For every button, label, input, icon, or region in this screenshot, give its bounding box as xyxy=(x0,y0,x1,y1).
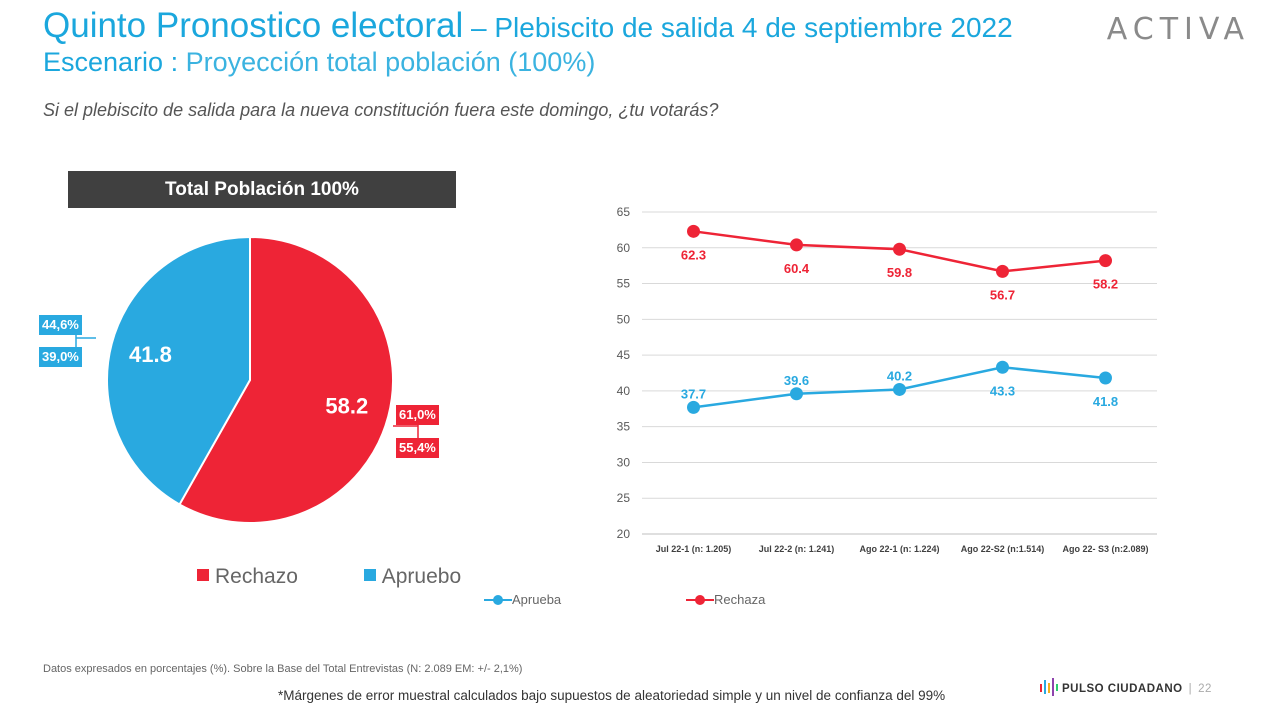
legend-label-rechaza: Rechaza xyxy=(714,592,766,607)
y-tick-label: 65 xyxy=(617,205,631,219)
y-tick-label: 60 xyxy=(617,241,631,255)
data-point-aprueba xyxy=(996,360,1009,374)
data-point-rechaza xyxy=(687,224,700,238)
legend-marker-rechaza xyxy=(686,595,714,605)
line-legend-rechaza: Rechaza xyxy=(686,592,765,607)
data-point-rechaza xyxy=(996,264,1009,278)
pie-chart-title: Total Población 100% xyxy=(68,171,456,208)
activa-logo: ACTIVA xyxy=(1106,12,1250,47)
title-subtitle: Plebiscito de salida 4 de septiembre 202… xyxy=(494,12,1013,43)
y-tick-label: 30 xyxy=(617,455,631,469)
pie-chart: 58.2 41.8 xyxy=(75,235,419,524)
x-tick-label: Jul 22-2 (n: 1.241) xyxy=(759,544,835,554)
line-chart: 20 25 30 35 40 45 50 55 60 65 Jul 22-1 (n: 1.205) J… xyxy=(617,205,1157,554)
footer-margin-note: *Márgenes de error muestral calculados b… xyxy=(278,688,946,703)
data-label-aprueba: 43.3 xyxy=(990,383,1015,398)
pie-legend: Rechazo Apruebo xyxy=(197,565,521,589)
page-number: 22 xyxy=(1198,683,1212,695)
legend-item-apruebo: Apruebo xyxy=(363,565,462,588)
data-point-rechaza xyxy=(893,242,906,256)
data-label-rechaza: 59.8 xyxy=(887,265,912,280)
footer-note: Datos expresados en porcentajes (%). Sob… xyxy=(43,663,523,675)
survey-question: Si el plebiscito de salida para la nueva… xyxy=(43,100,719,120)
data-label-aprueba: 41.8 xyxy=(1093,394,1118,409)
y-tick-label: 55 xyxy=(617,277,631,291)
x-tick-label: Ago 22-1 (n: 1.224) xyxy=(859,544,939,554)
title-separator: – xyxy=(463,12,495,43)
data-point-rechaza xyxy=(790,238,803,252)
pie-slice-rechazo xyxy=(178,235,394,524)
data-point-aprueba xyxy=(687,400,700,414)
data-point-aprueba xyxy=(893,382,906,396)
data-label-rechaza: 56.7 xyxy=(990,287,1015,302)
pie-label-rechazo: 58.2 xyxy=(325,394,368,419)
data-point-aprueba xyxy=(1099,371,1112,385)
y-tick-label: 50 xyxy=(617,312,631,326)
legend-swatch-rechazo xyxy=(197,569,209,581)
line-legend-aprueba: Aprueba xyxy=(484,592,561,607)
y-tick-label: 35 xyxy=(617,420,631,434)
rechazo-range-low: 55,4% xyxy=(396,438,439,458)
legend-label-aprueba: Aprueba xyxy=(512,592,562,607)
data-label-rechaza: 60.4 xyxy=(784,261,810,276)
brand-separator: | xyxy=(1188,683,1193,695)
title-main: Quinto Pronostico electoral xyxy=(43,6,464,45)
x-tick-label: Jul 22-1 (n: 1.205) xyxy=(656,544,732,554)
pie-label-apruebo: 41.8 xyxy=(129,342,172,367)
legend-label-rechazo: Rechazo xyxy=(215,565,298,588)
y-tick-label: 25 xyxy=(617,491,631,505)
data-point-aprueba xyxy=(790,387,803,401)
apruebo-range-high: 44,6% xyxy=(39,315,82,335)
data-label-rechaza: 62.3 xyxy=(681,247,706,262)
data-label-aprueba: 37.7 xyxy=(681,386,706,401)
x-tick-label: Ago 22-S2 (n:1.514) xyxy=(961,544,1045,554)
pulso-ciudadano-icon xyxy=(1040,678,1058,696)
data-point-rechaza xyxy=(1099,254,1112,268)
pulso-ciudadano-brand: PULSO CIUDADANO | 22 xyxy=(1040,678,1212,696)
data-label-aprueba: 40.2 xyxy=(887,368,912,383)
legend-item-rechazo: Rechazo xyxy=(197,565,298,588)
data-label-rechaza: 58.2 xyxy=(1093,277,1118,292)
page-title: Quinto Pronostico electoral – Plebiscito… xyxy=(43,6,1013,46)
brand-name: PULSO CIUDADANO xyxy=(1062,683,1183,695)
rechazo-range-high: 61,0% xyxy=(396,405,439,425)
legend-swatch-apruebo xyxy=(363,569,376,581)
pie-slice-apruebo xyxy=(106,235,251,506)
apruebo-range-low: 39,0% xyxy=(39,347,82,367)
scenario-label: Escenario : xyxy=(43,47,186,77)
y-tick-label: 45 xyxy=(617,348,631,362)
y-tick-label: 20 xyxy=(617,527,631,541)
scenario-value: Proyección total población (100%) xyxy=(185,47,596,77)
legend-marker-aprueba xyxy=(484,595,512,605)
data-label-aprueba: 39.6 xyxy=(784,373,809,388)
legend-label-apruebo: Apruebo xyxy=(381,565,462,588)
x-tick-label: Ago 22- S3 (n:2.089) xyxy=(1062,544,1148,554)
scenario-line: Escenario : Proyección total población (… xyxy=(43,47,595,78)
y-tick-label: 40 xyxy=(617,384,631,398)
